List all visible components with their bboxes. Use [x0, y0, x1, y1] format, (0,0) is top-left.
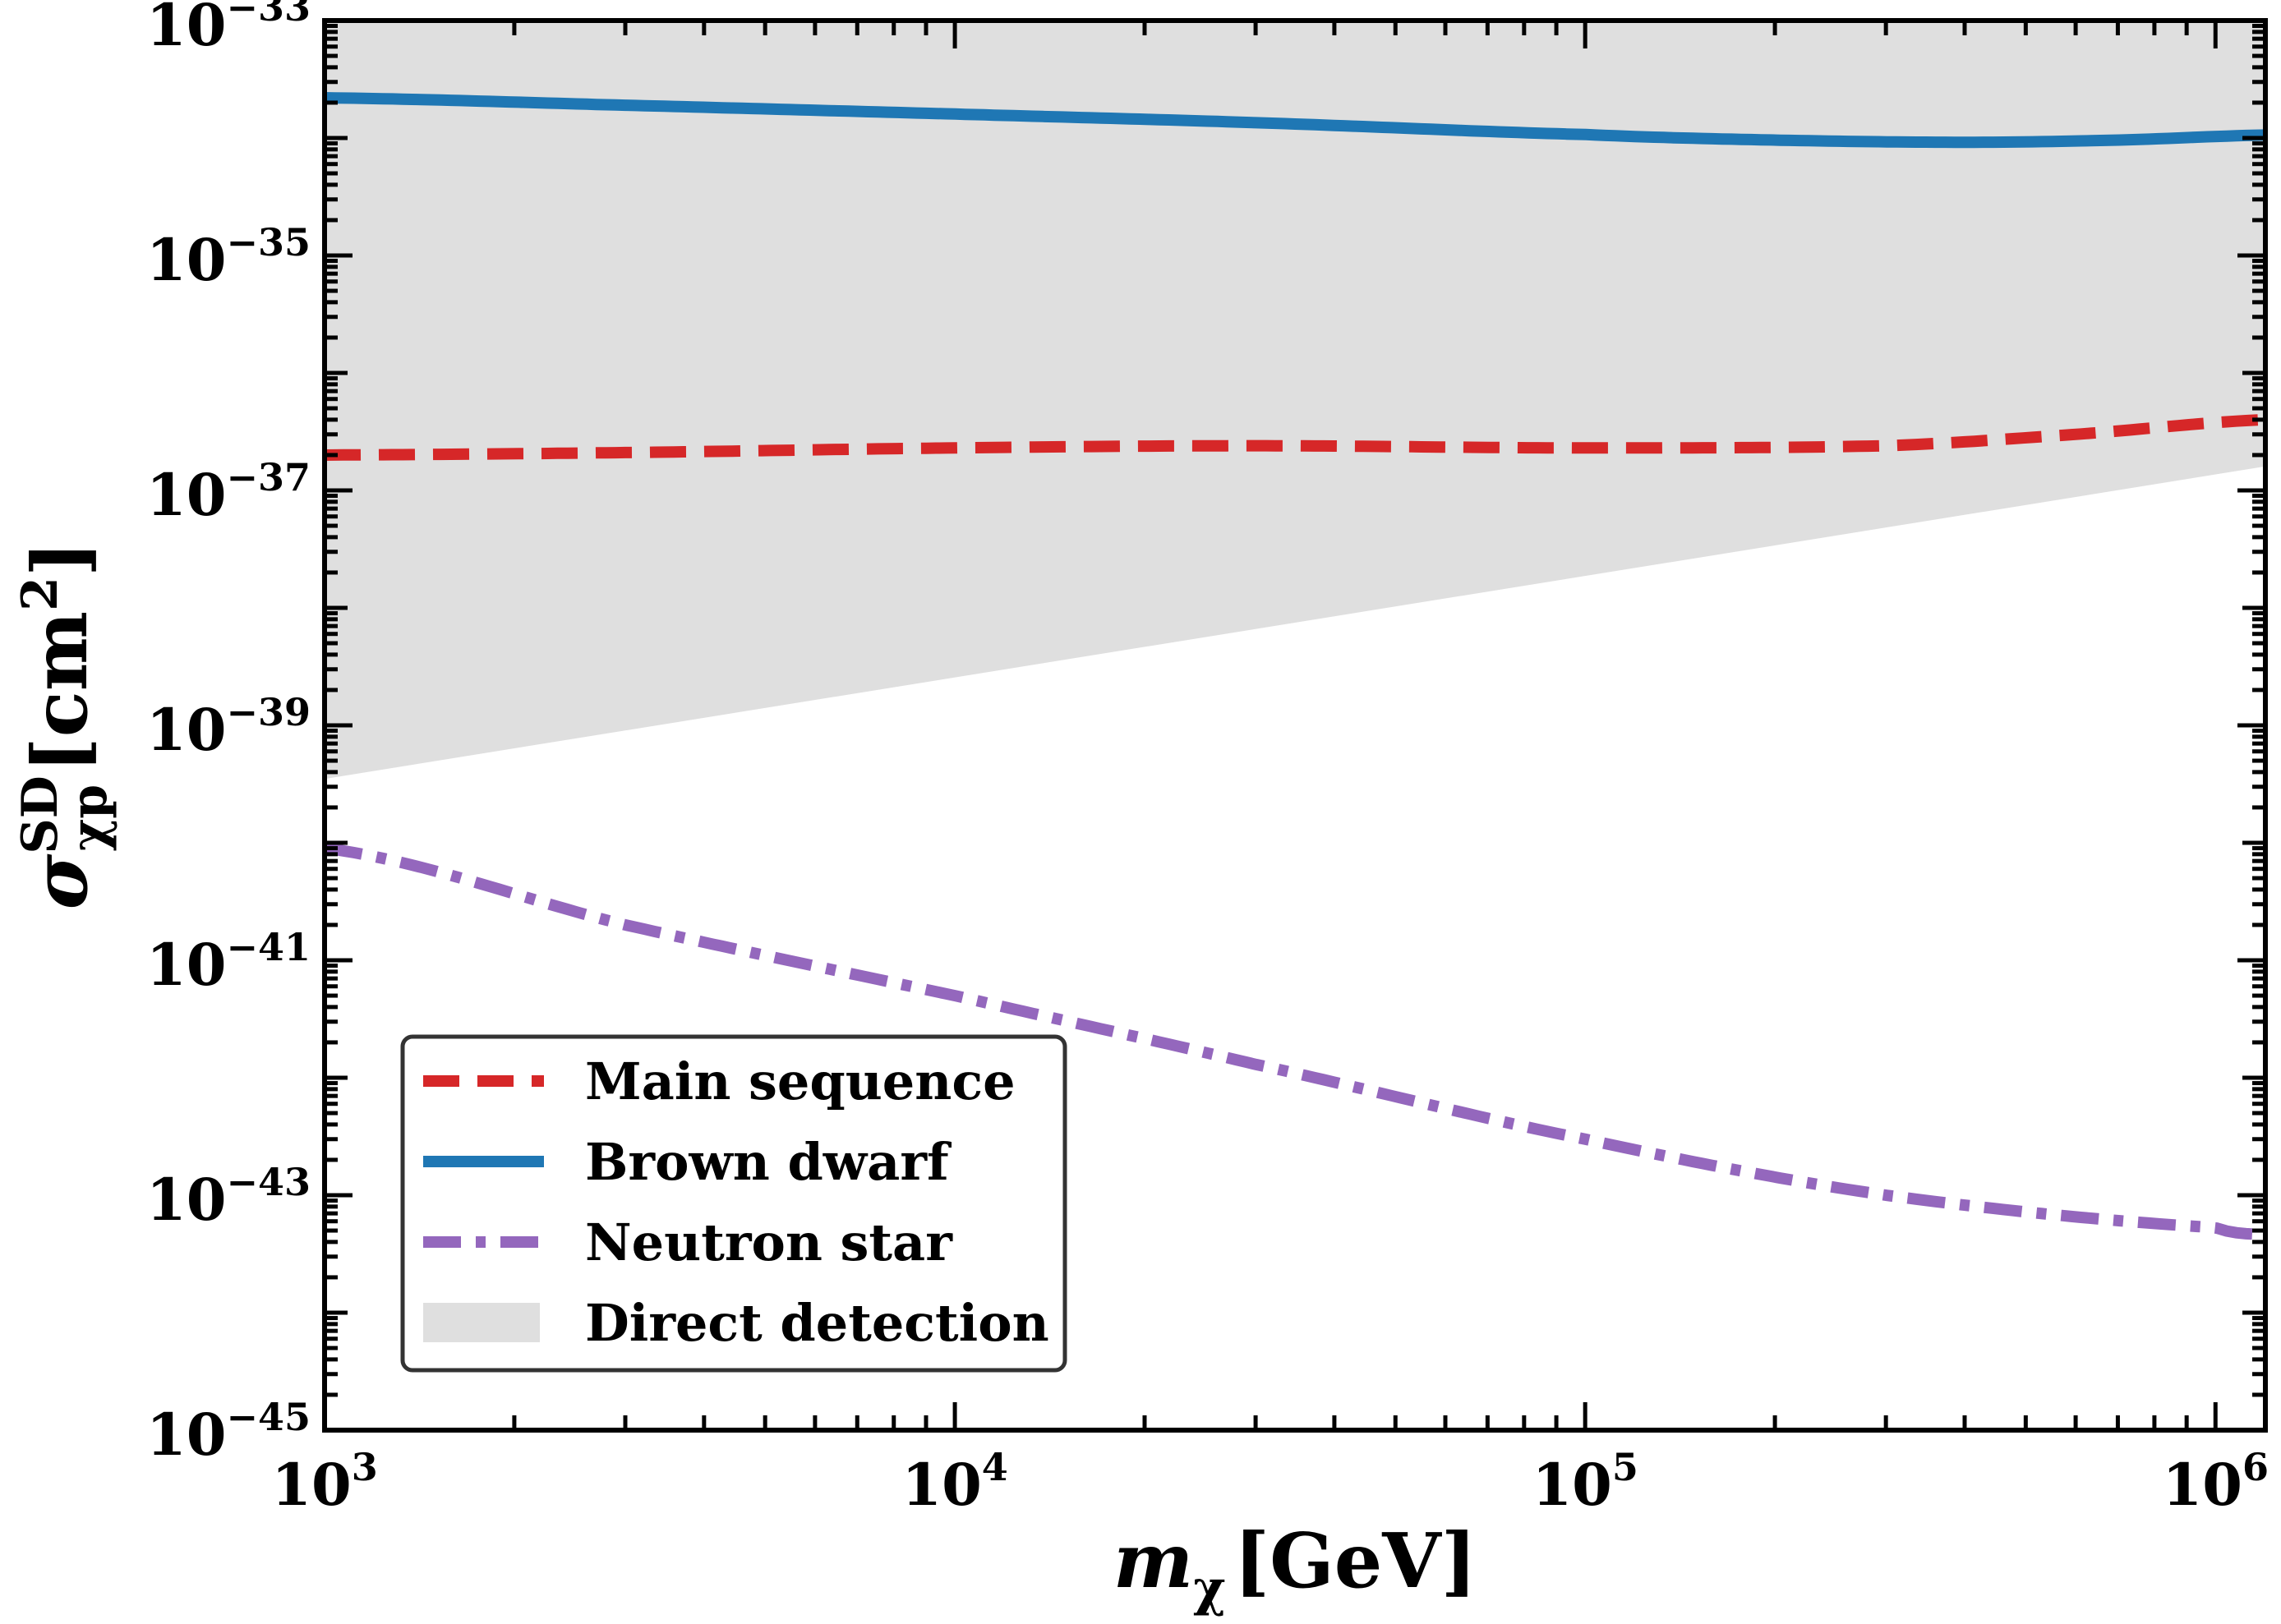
y-axis-title: σSDχp[cm2]: [12, 541, 118, 910]
y-tick-label: 10−39: [146, 690, 311, 764]
x-tick-label: 103: [271, 1445, 377, 1519]
y-tick-label: 10−41: [146, 925, 311, 999]
x-tick-label: 104: [901, 1445, 1007, 1519]
legend-label-direct-detection: Direct detection: [585, 1293, 1049, 1353]
legend-label-neutron-star: Neutron star: [585, 1212, 953, 1272]
x-tick-label: 106: [2163, 1445, 2269, 1519]
direct-detection-region: [325, 21, 2265, 780]
y-tick-label: 10−33: [146, 0, 311, 59]
direct-detection-region-layer: [325, 21, 2265, 780]
y-tick-label: 10−45: [146, 1395, 311, 1469]
legend-label-main-sequence: Main sequence: [585, 1051, 1016, 1111]
x-axis-title: mχ [GeV]: [1113, 1516, 1477, 1617]
legend-label-brown-dwarf: Brown dwarf: [585, 1132, 952, 1192]
tick-labels: 103 104 105 106 10−33 10−35 10−37 10−39 10−41 10−…: [146, 0, 2269, 1519]
series-lines: [324, 92, 2266, 1241]
legend: Main sequence Brown dwarf Neutron star Dire…: [400, 1034, 1067, 1373]
legend-box: [400, 1034, 1067, 1373]
y-tick-label: 10−37: [146, 455, 311, 529]
x-tick-label: 105: [1532, 1445, 1638, 1519]
y-tick-label: 10−35: [146, 220, 311, 294]
plot-frame: [322, 18, 2268, 1433]
series-line-neutron-star: [324, 842, 2266, 1241]
series-line-brown-dwarf: [324, 92, 2266, 149]
y-tick-label: 10−43: [146, 1160, 311, 1234]
legend-swatch-direct-detection: [423, 1303, 540, 1342]
